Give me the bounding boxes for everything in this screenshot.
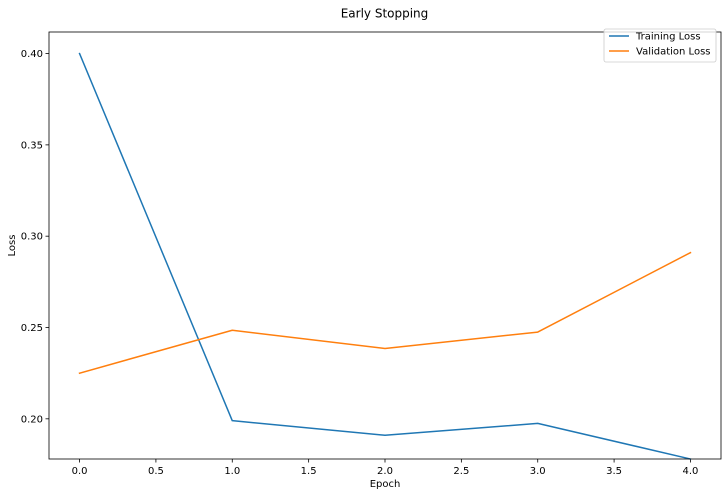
x-tick-label: 1.0 — [224, 466, 240, 477]
y-axis-label: Loss — [7, 235, 18, 257]
series-lines — [78, 52, 692, 460]
legend-box — [603, 28, 717, 63]
chart-title: Early Stopping — [341, 7, 429, 21]
x-tick-label: 0.5 — [148, 466, 164, 477]
y-tick-label: 0.25 — [21, 323, 43, 334]
x-tick-label: 4.0 — [683, 466, 699, 477]
x-axis-label: Epoch — [370, 479, 401, 490]
legend-label: Validation Loss — [636, 47, 711, 58]
x-tick-label: 2.0 — [377, 466, 393, 477]
y-tick-label: 0.30 — [21, 232, 43, 243]
y-tick-label: 0.35 — [21, 140, 43, 151]
series-line-validation-loss — [78, 251, 692, 375]
x-tick-label: 0.0 — [72, 466, 88, 477]
legend-label: Training Loss — [635, 32, 701, 43]
x-tick-label: 3.5 — [606, 466, 622, 477]
x-tick-label: 1.5 — [301, 466, 317, 477]
y-tick-label: 0.20 — [21, 414, 43, 425]
legend: Training Loss Validation Loss — [603, 28, 717, 63]
x-tick-label: 2.5 — [453, 466, 469, 477]
axis-ticks: 0.0 0.5 1.0 1.5 2.0 2.5 3.0 3.5 4.0 0.20 0.25 0.30 0… — [21, 49, 699, 477]
y-tick-label: 0.40 — [21, 49, 43, 60]
x-tick-label: 3.0 — [530, 466, 546, 477]
plot-frame — [48, 31, 722, 460]
series-line-training-loss — [78, 52, 692, 460]
